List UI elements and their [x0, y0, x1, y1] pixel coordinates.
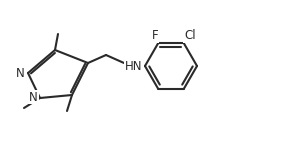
Text: Cl: Cl: [184, 29, 196, 42]
Text: N: N: [16, 66, 25, 80]
Text: F: F: [152, 29, 158, 42]
Text: HN: HN: [125, 60, 143, 72]
Text: N: N: [29, 91, 38, 103]
